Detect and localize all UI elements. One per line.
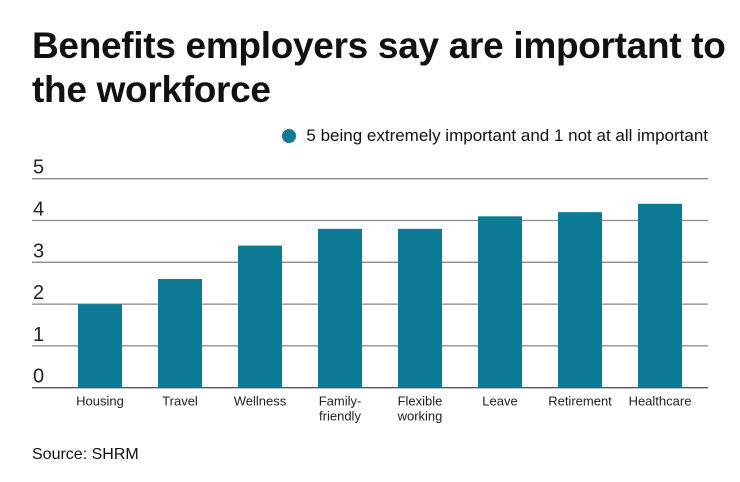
x-tick-label: Family-friendly	[319, 394, 362, 424]
bar-6	[558, 212, 602, 388]
legend-label: 5 being extremely important and 1 not at…	[306, 126, 708, 145]
x-tick-label: Travel	[162, 394, 198, 409]
y-tick-label: 5	[33, 157, 44, 179]
bar-7	[638, 203, 682, 388]
bar-4	[398, 228, 442, 388]
legend-swatch	[282, 129, 297, 143]
source-note: Source: SHRM	[32, 446, 139, 463]
chart-title: Benefits employers say are important to …	[32, 25, 726, 110]
x-tick-label: Flexible working	[397, 394, 443, 424]
y-tick-label: 0	[33, 366, 44, 388]
y-tick-label: 1	[33, 324, 44, 346]
bar-3	[318, 228, 362, 388]
x-tick-label: Retirement	[548, 394, 612, 409]
y-tick-label: 3	[33, 240, 44, 262]
y-tick-label: 2	[33, 282, 44, 304]
x-tick-label: Leave	[482, 394, 517, 409]
bar-1	[158, 279, 202, 388]
x-tick-label: Housing	[76, 394, 124, 409]
bar-0	[78, 304, 122, 388]
legend: 5 being extremely important and 1 not at…	[282, 126, 708, 146]
bar-5	[478, 216, 522, 388]
y-tick-label: 4	[33, 199, 44, 221]
x-tick-label: Wellness	[234, 394, 287, 409]
bar-2	[238, 245, 282, 388]
x-tick-label: Healthcare	[629, 394, 692, 409]
